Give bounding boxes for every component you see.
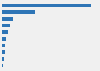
Bar — [2, 37, 6, 41]
Bar — [2, 50, 5, 54]
Bar — [2, 57, 4, 61]
Bar — [2, 44, 5, 47]
Bar — [2, 10, 35, 14]
Bar — [2, 4, 91, 7]
Bar — [2, 17, 14, 21]
Bar — [2, 30, 8, 34]
Bar — [2, 24, 10, 27]
Bar — [2, 64, 3, 67]
